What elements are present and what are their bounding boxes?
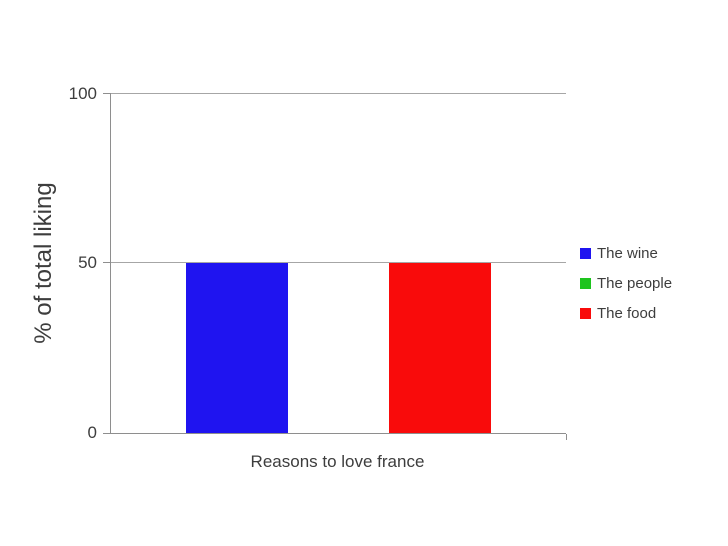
legend-item-the-wine: The wine [580, 238, 672, 268]
y-axis-tick-0 [103, 433, 111, 434]
y-tick-label-100: 100 [68, 84, 97, 103]
legend: The wine The people The food [580, 238, 672, 328]
legend-swatch-green [580, 277, 591, 289]
bar-the-wine [186, 263, 288, 433]
y-tick-label-50: 50 [78, 253, 97, 272]
y-tick-label-0: 0 [87, 423, 97, 442]
legend-swatch-blue [580, 247, 591, 259]
legend-swatch-red [580, 307, 591, 319]
x-axis-title: Reasons to love france [250, 452, 425, 471]
bar-the-food [389, 263, 491, 433]
legend-item-the-food: The food [580, 298, 672, 328]
gridline-50 [111, 262, 566, 263]
y-axis-tick-50 [103, 262, 111, 263]
x-axis-end-tick [566, 434, 567, 440]
gridline-100 [111, 93, 566, 94]
legend-item-the-people: The people [580, 268, 672, 298]
y-axis-tick-100 [103, 93, 111, 94]
legend-label: The food [597, 304, 657, 322]
legend-label: The people [597, 274, 673, 292]
legend-label: The wine [597, 244, 658, 262]
plot-area [103, 93, 567, 440]
